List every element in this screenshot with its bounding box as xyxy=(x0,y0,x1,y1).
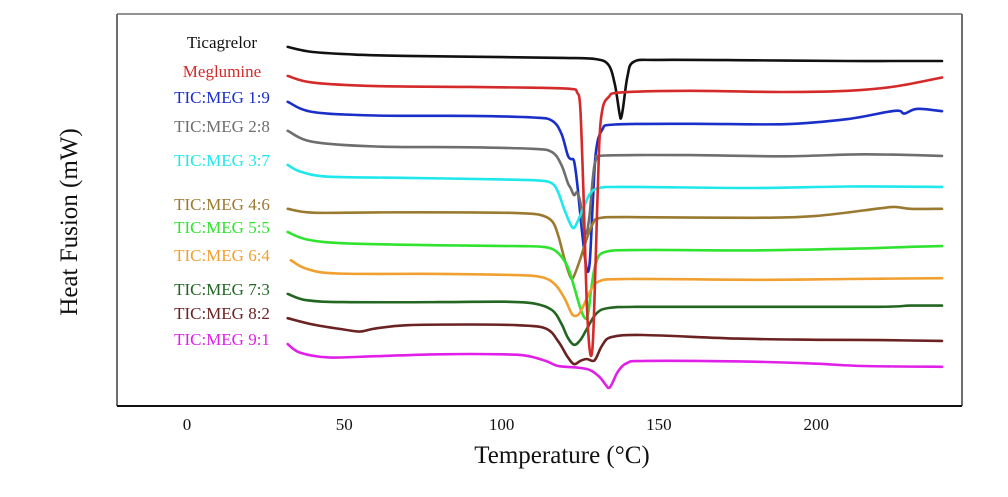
curve-meglumine xyxy=(286,74,944,358)
curve-tic-meg-3-7 xyxy=(286,163,944,230)
legend-label-tic-meg-8-2: TIC:MEG 8:2 xyxy=(174,304,270,323)
legend-label-tic-meg-9-1: TIC:MEG 9:1 xyxy=(174,330,270,349)
x-tick-label: 0 xyxy=(183,415,192,434)
legend-label-meglumine: Meglumine xyxy=(183,62,261,81)
x-tick-labels: 0 50 100 150 200 xyxy=(183,415,829,434)
legend: Ticagrelor Meglumine TIC:MEG 1:9 TIC:MEG 2:… xyxy=(174,33,270,349)
x-tick-label: 150 xyxy=(646,415,672,434)
curve-tic-meg-5-5 xyxy=(286,230,944,320)
x-tick-label: 200 xyxy=(803,415,829,434)
curve-ticagrelor xyxy=(286,45,944,120)
x-axis-title: Temperature (°C) xyxy=(474,442,650,469)
legend-label-tic-meg-1-9: TIC:MEG 1:9 xyxy=(174,88,270,107)
legend-label-tic-meg-4-6: TIC:MEG 4:6 xyxy=(174,195,270,214)
legend-label-tic-meg-3-7: TIC:MEG 3:7 xyxy=(174,151,270,170)
curve-tic-meg-4-6 xyxy=(286,205,944,281)
x-tick-label: 50 xyxy=(336,415,353,434)
legend-label-tic-meg-6-4: TIC:MEG 6:4 xyxy=(174,246,270,265)
curve-tic-meg-7-3 xyxy=(286,292,944,347)
curve-tic-meg-9-1 xyxy=(286,342,944,390)
curve-tic-meg-8-2 xyxy=(286,316,944,366)
legend-label-tic-meg-2-8: TIC:MEG 2:8 xyxy=(174,117,270,136)
y-axis-title: Heat Fusion (mW) xyxy=(56,128,83,315)
curve-tic-meg-2-8 xyxy=(286,129,944,236)
x-tick-label: 100 xyxy=(489,415,515,434)
plot-frame xyxy=(116,13,963,407)
curve-tic-meg-6-4 xyxy=(289,258,944,318)
thermogram-curves xyxy=(286,45,944,390)
legend-label-ticagrelor: Ticagrelor xyxy=(187,33,258,52)
legend-label-tic-meg-5-5: TIC:MEG 5:5 xyxy=(174,218,270,237)
legend-label-tic-meg-7-3: TIC:MEG 7:3 xyxy=(174,280,270,299)
